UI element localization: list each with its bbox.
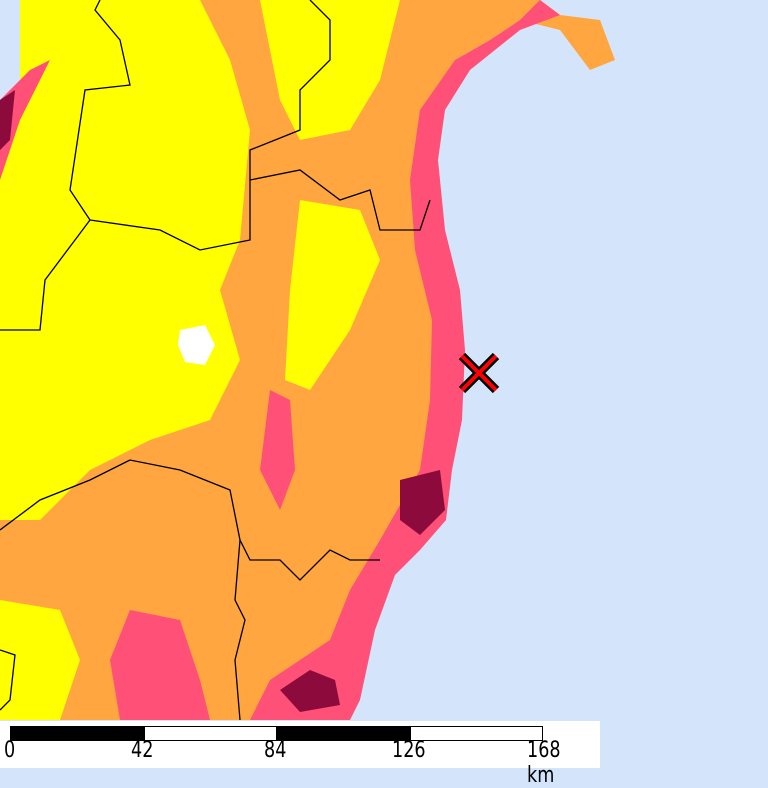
region-low-north: [260, 0, 400, 140]
scale-label-84: 84: [264, 738, 287, 763]
region-low-west: [0, 0, 250, 520]
lake: [178, 325, 215, 365]
prefecture-borders: [0, 0, 431, 721]
intensity-map: [0, 0, 615, 721]
region-highest-south: [280, 670, 340, 712]
scale-segment: [276, 726, 411, 741]
region-high-west: [0, 60, 50, 180]
region-highest-nw: [0, 90, 15, 150]
region-low-central: [285, 200, 380, 390]
scale-label-126: 126: [392, 738, 426, 763]
scale-segment: [10, 726, 145, 741]
region-high-inland: [110, 610, 210, 720]
region-low-southwest: [0, 600, 80, 720]
scale-label-168-km: 168 km: [527, 738, 561, 788]
scale-label-0: 0: [4, 738, 16, 763]
scale-bar: 0 42 84 126 168 km: [0, 721, 600, 788]
region-highest-mid: [400, 470, 445, 535]
scale-segment: [144, 726, 277, 741]
region-high-ridge: [260, 390, 295, 510]
scale-segment: [410, 726, 543, 741]
epicenter-x-mark-icon: [458, 352, 500, 394]
scale-label-42: 42: [131, 738, 154, 763]
